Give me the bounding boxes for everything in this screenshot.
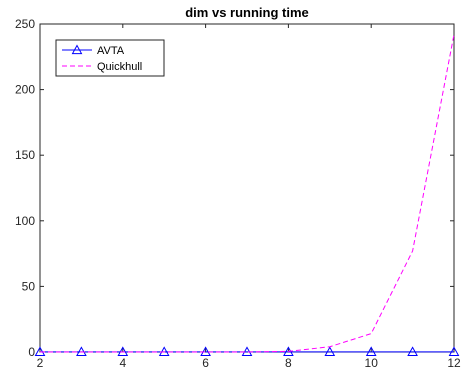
data-point-avta bbox=[407, 346, 418, 356]
data-point-avta bbox=[158, 346, 170, 356]
y-tick-label: 200 bbox=[15, 83, 35, 97]
y-tick-label: 50 bbox=[22, 279, 36, 293]
axes-box bbox=[39, 23, 455, 353]
data-point-avta bbox=[324, 346, 336, 356]
y-tick-label: 150 bbox=[15, 148, 35, 162]
y-tick-label: 100 bbox=[15, 214, 35, 228]
series-group bbox=[34, 34, 460, 356]
data-point-avta bbox=[76, 346, 87, 356]
x-tick-label: 10 bbox=[365, 356, 379, 370]
data-point-avta bbox=[241, 346, 253, 356]
data-point-avta bbox=[34, 346, 46, 356]
data-point-avta bbox=[200, 346, 211, 356]
chart-title: dim vs running time bbox=[185, 5, 309, 20]
x-tick-label: 8 bbox=[285, 356, 292, 370]
legend-box bbox=[55, 39, 165, 77]
plot-area bbox=[39, 23, 455, 353]
x-tick-label: 6 bbox=[202, 356, 209, 370]
legend-label-quickhull: Quickhull bbox=[97, 61, 142, 73]
x-tick-label: 12 bbox=[447, 356, 461, 370]
y-tick-label: 250 bbox=[15, 17, 35, 31]
x-tick-label: 2 bbox=[37, 356, 44, 370]
legend-marker-avta bbox=[71, 44, 83, 55]
data-point-avta bbox=[448, 346, 460, 356]
legend-label-avta: AVTA bbox=[97, 45, 125, 57]
x-tick-label: 4 bbox=[119, 356, 126, 370]
y-tick-label: 0 bbox=[28, 345, 35, 359]
series-line-quickhull bbox=[40, 34, 455, 353]
data-point-avta bbox=[117, 346, 129, 356]
legend: AVTA Quickhull bbox=[55, 39, 165, 77]
data-point-avta bbox=[365, 346, 377, 356]
